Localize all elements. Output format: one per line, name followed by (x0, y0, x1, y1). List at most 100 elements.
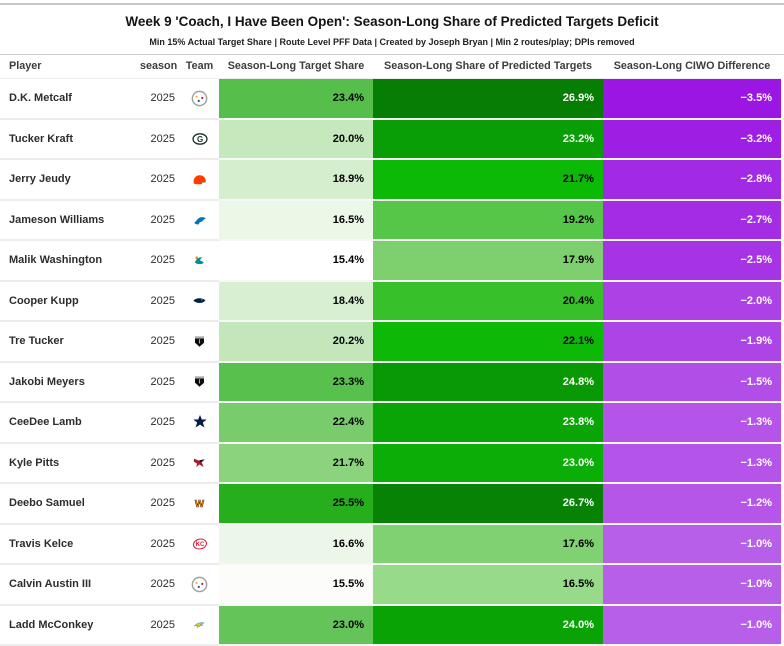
column-header-ciwo-difference[interactable]: Season-Long CIWO Difference (603, 55, 781, 79)
ciwo-difference-cell[interactable]: −1.0% (603, 564, 781, 606)
column-header-player[interactable]: Player (0, 55, 140, 79)
player-name: Kyle Pitts (0, 442, 140, 484)
predicted-share-cell[interactable]: 26.7% (373, 483, 603, 525)
target-share-cell[interactable]: 23.3% (219, 361, 373, 403)
player-name: Jakobi Meyers (0, 361, 140, 403)
season-value: 2025 (140, 402, 180, 444)
season-value: 2025 (140, 78, 180, 120)
table-row: Tucker Kraft 2025 G 20.0% 23.2% −3.2% (0, 118, 781, 160)
predicted-share-cell[interactable]: 20.4% (373, 280, 603, 322)
column-header-predicted-share[interactable]: Season-Long Share of Predicted Targets (373, 55, 603, 79)
table-row: Deebo Samuel 2025 W 25.5% 26.7% −1.2% (0, 483, 781, 525)
page-subtitle: Min 15% Actual Target Share | Route Leve… (149, 37, 635, 47)
target-share-cell[interactable]: 16.5% (219, 199, 373, 241)
predicted-share-cell[interactable]: 24.8% (373, 361, 603, 403)
target-share-cell[interactable]: 21.7% (219, 442, 373, 484)
ciwo-difference-cell[interactable]: −3.2% (603, 118, 781, 160)
player-name: Cooper Kupp (0, 280, 140, 322)
team-logo-chiefs-icon: KC (180, 523, 219, 565)
table-body: D.K. Metcalf 2025 23.4% 26.9% −3.5% Tuck… (0, 78, 781, 646)
ciwo-difference-cell[interactable]: −2.0% (603, 280, 781, 322)
predicted-share-cell[interactable]: 23.8% (373, 402, 603, 444)
target-share-cell[interactable]: 16.6% (219, 523, 373, 565)
ciwo-difference-cell[interactable]: −1.3% (603, 442, 781, 484)
season-value: 2025 (140, 361, 180, 403)
svg-text:G: G (197, 135, 203, 144)
team-logo-browns-icon (180, 159, 219, 201)
team-logo-raiders-icon (180, 361, 219, 403)
season-value: 2025 (140, 159, 180, 201)
ciwo-difference-cell[interactable]: −1.2% (603, 483, 781, 525)
ciwo-difference-cell[interactable]: −1.9% (603, 321, 781, 363)
season-value: 2025 (140, 321, 180, 363)
player-name: Tre Tucker (0, 321, 140, 363)
season-value: 2025 (140, 523, 180, 565)
table-row: Jameson Williams 2025 16.5% 19.2% −2.7% (0, 199, 781, 241)
team-logo-dolphins-icon (180, 240, 219, 282)
table-row: Cooper Kupp 2025 18.4% 20.4% −2.0% (0, 280, 781, 322)
season-value: 2025 (140, 118, 180, 160)
predicted-share-cell[interactable]: 17.6% (373, 523, 603, 565)
player-name: Jameson Williams (0, 199, 140, 241)
column-header-team[interactable]: Team (180, 55, 219, 79)
ciwo-difference-cell[interactable]: −1.3% (603, 402, 781, 444)
target-share-cell[interactable]: 18.4% (219, 280, 373, 322)
season-value: 2025 (140, 604, 180, 646)
player-name: Deebo Samuel (0, 483, 140, 525)
team-logo-steelers-icon (180, 564, 219, 606)
predicted-share-cell[interactable]: 16.5% (373, 564, 603, 606)
predicted-share-cell[interactable]: 23.0% (373, 442, 603, 484)
table-row: Calvin Austin III 2025 15.5% 16.5% −1.0% (0, 564, 781, 606)
target-share-cell[interactable]: 25.5% (219, 483, 373, 525)
player-name: Jerry Jeudy (0, 159, 140, 201)
table-row: Jerry Jeudy 2025 18.9% 21.7% −2.8% (0, 159, 781, 201)
targets-deficit-table: Player season Team Season-Long Target Sh… (0, 55, 781, 646)
target-share-cell[interactable]: 22.4% (219, 402, 373, 444)
season-value: 2025 (140, 483, 180, 525)
player-name: Tucker Kraft (0, 118, 140, 160)
team-logo-falcons-icon (180, 442, 219, 484)
team-logo-commanders-icon: W (180, 483, 219, 525)
column-header-target-share[interactable]: Season-Long Target Share (219, 55, 373, 79)
target-share-cell[interactable]: 20.2% (219, 321, 373, 363)
target-share-cell[interactable]: 15.5% (219, 564, 373, 606)
ciwo-difference-cell[interactable]: −2.8% (603, 159, 781, 201)
player-name: CeeDee Lamb (0, 402, 140, 444)
team-logo-raiders-icon (180, 321, 219, 363)
table-row: Malik Washington 2025 15.4% 17.9% −2.5% (0, 240, 781, 282)
target-share-cell[interactable]: 18.9% (219, 159, 373, 201)
ciwo-difference-cell[interactable]: −1.0% (603, 523, 781, 565)
predicted-share-cell[interactable]: 21.7% (373, 159, 603, 201)
player-name: Ladd McConkey (0, 604, 140, 646)
table-row: Kyle Pitts 2025 21.7% 23.0% −1.3% (0, 442, 781, 484)
ciwo-difference-cell[interactable]: −2.7% (603, 199, 781, 241)
predicted-share-cell[interactable]: 23.2% (373, 118, 603, 160)
header-row: Player season Team Season-Long Target Sh… (0, 55, 781, 79)
season-value: 2025 (140, 280, 180, 322)
ciwo-difference-cell[interactable]: −2.5% (603, 240, 781, 282)
table-row: Travis Kelce 2025 KC 16.6% 17.6% −1.0% (0, 523, 781, 565)
target-share-cell[interactable]: 15.4% (219, 240, 373, 282)
player-name: Malik Washington (0, 240, 140, 282)
table-row: Tre Tucker 2025 20.2% 22.1% −1.9% (0, 321, 781, 363)
predicted-share-cell[interactable]: 19.2% (373, 199, 603, 241)
predicted-share-cell[interactable]: 17.9% (373, 240, 603, 282)
season-value: 2025 (140, 442, 180, 484)
target-share-cell[interactable]: 20.0% (219, 118, 373, 160)
predicted-share-cell[interactable]: 24.0% (373, 604, 603, 646)
column-header-season[interactable]: season (140, 55, 180, 79)
player-name: Calvin Austin III (0, 564, 140, 606)
predicted-share-cell[interactable]: 26.9% (373, 78, 603, 120)
top-divider (0, 3, 784, 5)
team-logo-lions-icon (180, 199, 219, 241)
team-logo-seahawks-icon (180, 280, 219, 322)
team-logo-steelers-icon (180, 78, 219, 120)
target-share-cell[interactable]: 23.0% (219, 604, 373, 646)
predicted-share-cell[interactable]: 22.1% (373, 321, 603, 363)
ciwo-difference-cell[interactable]: −1.0% (603, 604, 781, 646)
table-row: Ladd McConkey 2025 23.0% 24.0% −1.0% (0, 604, 781, 646)
table-row: CeeDee Lamb 2025 22.4% 23.8% −1.3% (0, 402, 781, 444)
target-share-cell[interactable]: 23.4% (219, 78, 373, 120)
ciwo-difference-cell[interactable]: −3.5% (603, 78, 781, 120)
ciwo-difference-cell[interactable]: −1.5% (603, 361, 781, 403)
